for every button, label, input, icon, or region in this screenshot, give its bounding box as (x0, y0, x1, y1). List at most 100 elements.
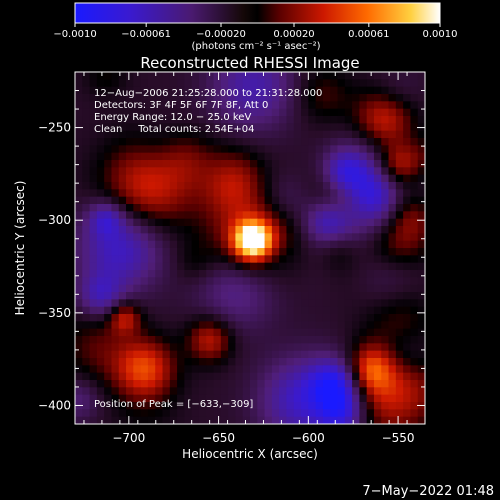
heatmap-cell (162, 350, 171, 359)
heatmap-cell (155, 372, 163, 381)
heatmap-cell (264, 226, 273, 234)
heatmap-cell (177, 145, 185, 154)
heatmap-cell (147, 321, 156, 330)
heatmap-cell (89, 145, 98, 154)
heatmap-cell (82, 306, 91, 315)
heatmap-cell (395, 145, 404, 154)
heatmap-cell (177, 116, 185, 124)
heatmap-cell (140, 218, 149, 227)
heatmap-cell (126, 387, 134, 396)
heatmap-cell (417, 116, 425, 124)
heatmap-cell (104, 416, 112, 424)
heatmap-cell (242, 270, 251, 278)
heatmap-cell (373, 160, 382, 168)
heatmap-cell (228, 108, 236, 117)
heatmap-cell (104, 160, 112, 168)
heatmap-cell (162, 123, 171, 132)
heatmap-cell (242, 336, 251, 344)
heatmap-cell (213, 108, 222, 117)
heatmap-cell (220, 167, 229, 176)
heatmap-cell (155, 248, 163, 256)
heatmap-cell (301, 196, 309, 205)
heatmap-cell (228, 138, 236, 146)
heatmap-cell (395, 196, 404, 205)
heatmap-cell (286, 138, 295, 146)
heatmap-cell (301, 167, 309, 176)
heatmap-cell (75, 189, 83, 198)
heatmap-cell (381, 182, 390, 190)
heatmap-cell (242, 402, 251, 410)
heatmap-cell (330, 343, 338, 352)
heatmap-cell (381, 174, 390, 183)
heatmap-cell (359, 145, 368, 154)
heatmap-cell (257, 189, 266, 198)
heatmap-cell (82, 182, 91, 190)
heatmap-cell (286, 292, 295, 300)
heatmap-cell (111, 174, 120, 183)
heatmap-cell (315, 380, 324, 388)
heatmap-cell (417, 196, 425, 205)
heatmap-cell (206, 160, 215, 168)
heatmap-cell (162, 196, 171, 205)
heatmap-cell (162, 328, 171, 337)
heatmap-cell (235, 94, 244, 102)
heatmap-cell (96, 196, 105, 205)
heatmap-cell (322, 402, 331, 410)
heatmap-cell (96, 94, 105, 102)
heatmap-cell (184, 358, 193, 366)
heatmap-cell (250, 314, 258, 322)
heatmap-cell (155, 387, 163, 396)
heatmap-cell (286, 394, 295, 403)
heatmap-cell (89, 72, 98, 80)
heatmap-cell (388, 130, 397, 139)
heatmap-cell (359, 277, 368, 286)
heatmap-cell (395, 240, 404, 249)
heatmap-cell (191, 336, 200, 344)
heatmap-cell (75, 196, 83, 205)
heatmap-cell (126, 145, 134, 154)
heatmap-cell (308, 211, 317, 220)
heatmap-cell (75, 350, 83, 359)
heatmap-cell (213, 394, 222, 403)
heatmap-cell (228, 277, 236, 286)
heatmap-cell (133, 138, 142, 146)
heatmap-cell (213, 130, 222, 139)
heatmap-cell (417, 160, 425, 168)
heatmap-cell (177, 277, 185, 286)
heatmap-cell (352, 145, 360, 154)
heatmap-cell (257, 72, 266, 80)
heatmap-cell (242, 108, 251, 117)
heatmap-cell (228, 262, 236, 271)
heatmap-cell (293, 116, 302, 124)
heatmap-cell (301, 306, 309, 315)
heatmap-cell (315, 123, 324, 132)
heatmap-cell (388, 160, 397, 168)
heatmap-cell (315, 145, 324, 154)
heatmap-cell (395, 226, 404, 234)
heatmap-cell (257, 218, 266, 227)
heatmap-cell (96, 277, 105, 286)
heatmap-cell (286, 72, 295, 80)
heatmap-cell (169, 328, 178, 337)
heatmap-cell (381, 321, 390, 330)
heatmap-cell (118, 365, 127, 374)
heatmap-cell (279, 138, 287, 146)
heatmap-cell (286, 145, 295, 154)
heatmap-cell (395, 189, 404, 198)
heatmap-cell (293, 196, 302, 205)
heatmap-cell (242, 358, 251, 366)
heatmap-cell (403, 409, 411, 418)
heatmap-cell (191, 196, 200, 205)
heatmap-cell (96, 284, 105, 293)
heatmap-cell (271, 394, 280, 403)
heatmap-cell (126, 138, 134, 146)
heatmap-cell (104, 402, 112, 410)
heatmap-cell (118, 314, 127, 322)
heatmap-cell (352, 101, 360, 110)
heatmap-cell (308, 116, 317, 124)
heatmap-cell (184, 292, 193, 300)
heatmap-cell (344, 196, 353, 205)
heatmap-cell (89, 211, 98, 220)
heatmap-cell (191, 350, 200, 359)
heatmap-cell (373, 284, 382, 293)
